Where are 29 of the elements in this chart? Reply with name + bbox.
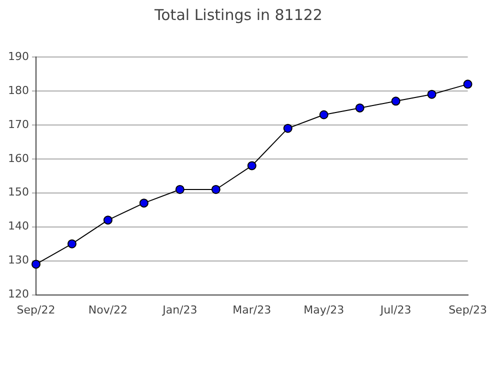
x-tick-label: Jan/23 <box>162 303 198 316</box>
y-tick-label: 190 <box>8 50 29 63</box>
point <box>103 216 112 225</box>
point <box>319 110 328 120</box>
point <box>463 80 472 89</box>
x-tick-label: May/23 <box>304 303 344 316</box>
point <box>247 161 256 170</box>
y-tick-label: 120 <box>8 288 29 301</box>
y-tick-label: 170 <box>8 118 29 131</box>
x-tick-label: Sep/23 <box>448 303 487 316</box>
x-tick-label: Sep/22 <box>16 303 56 316</box>
chart-title: Total Listings in 81122 <box>154 6 322 24</box>
point <box>175 184 184 194</box>
point <box>67 239 76 248</box>
x-tick-label: Jul/23 <box>379 303 412 316</box>
y-tick-label: 130 <box>8 254 29 267</box>
point <box>391 96 400 106</box>
x-tick-label: Nov/22 <box>88 303 128 316</box>
y-tick-label: 140 <box>8 220 29 233</box>
y-tick-label: 150 <box>8 186 29 199</box>
point <box>355 103 364 112</box>
x-tick-label: Mar/23 <box>232 303 272 316</box>
point <box>31 260 40 269</box>
y-tick-label: 160 <box>8 152 29 165</box>
point <box>283 124 292 133</box>
point <box>427 90 436 99</box>
point <box>139 198 148 208</box>
point <box>211 184 220 194</box>
y-tick-label: 180 <box>8 84 29 97</box>
